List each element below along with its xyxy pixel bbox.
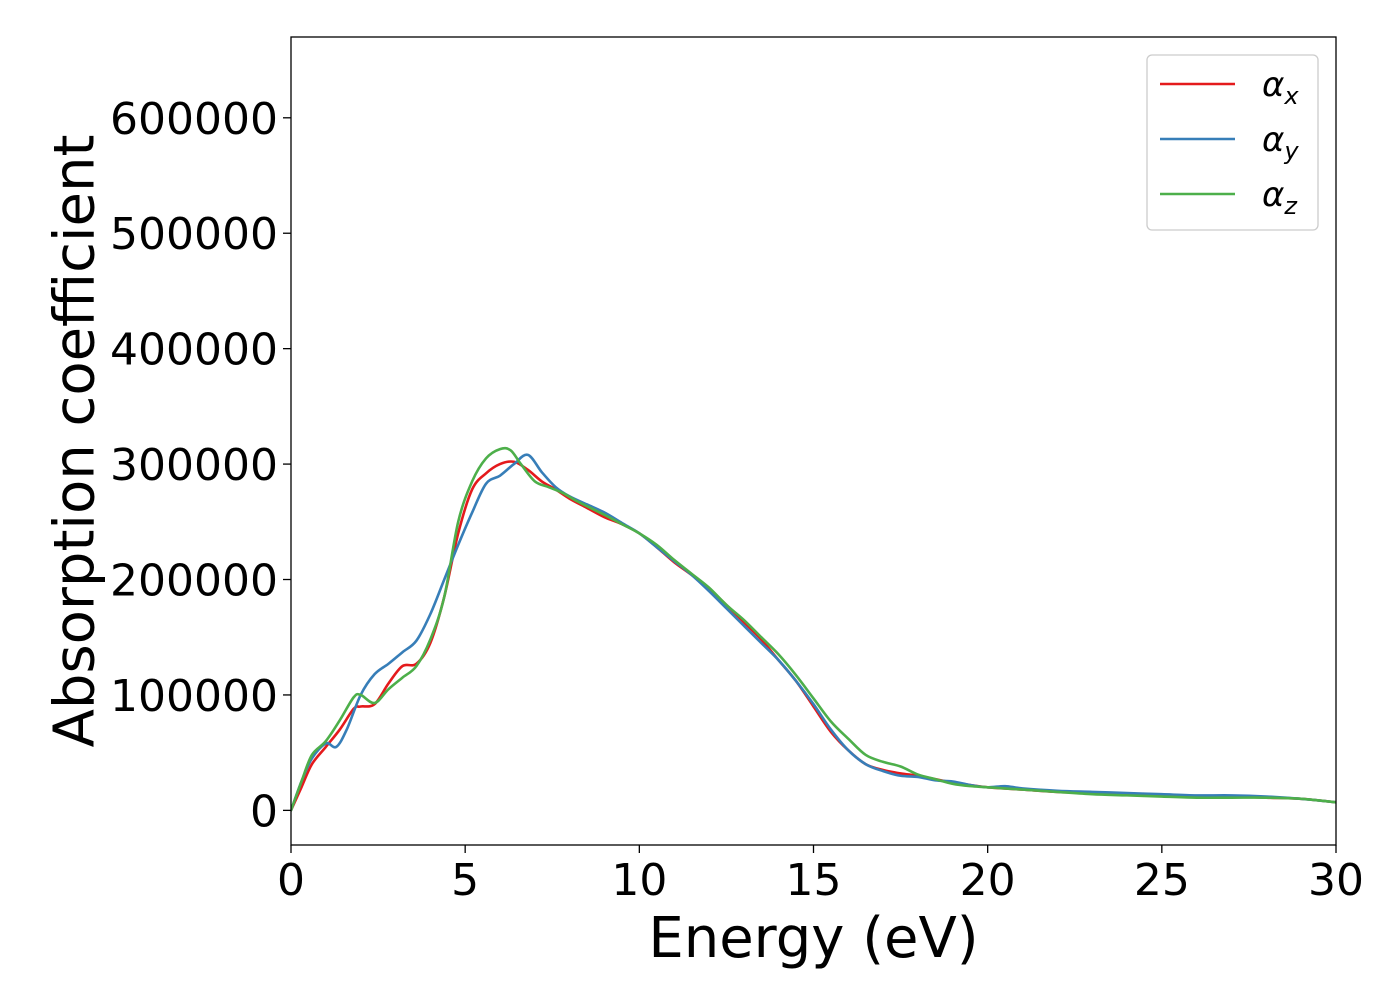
series-line-y [291,453,1336,812]
x-tick-label: 20 [960,855,1016,906]
series-line-z [291,446,1336,812]
series-lines [291,446,1336,812]
legend-box [1146,54,1319,231]
y-tick-label: 0 [250,786,278,837]
x-tick-label: 5 [451,855,479,906]
y-axis-label: Absorption coefficient [43,135,108,748]
x-tick-label: 30 [1308,855,1364,906]
x-axis: 0 5 10 15 20 25 30 [277,845,1364,906]
y-axis: 0 100000 200000 300000 400000 500000 600000 [110,94,291,837]
x-tick-label: 0 [277,855,305,906]
series-line-x [291,460,1336,812]
x-tick-label: 15 [786,855,842,906]
legend-label-z: αz [1262,175,1298,220]
x-tick-label: 25 [1134,855,1190,906]
y-tick-label: 100000 [110,671,278,722]
y-tick-label: 600000 [110,94,278,145]
y-tick-label: 500000 [110,209,278,260]
y-tick-label: 200000 [110,556,278,607]
legend-label-y: αy [1262,120,1299,165]
y-tick-label: 300000 [110,440,278,491]
x-axis-label: Energy (eV) [648,906,978,971]
x-tick-label: 10 [611,855,667,906]
y-tick-label: 400000 [110,325,278,376]
legend: αx αy αz [1146,54,1319,231]
legend-label-x: αx [1262,65,1299,110]
